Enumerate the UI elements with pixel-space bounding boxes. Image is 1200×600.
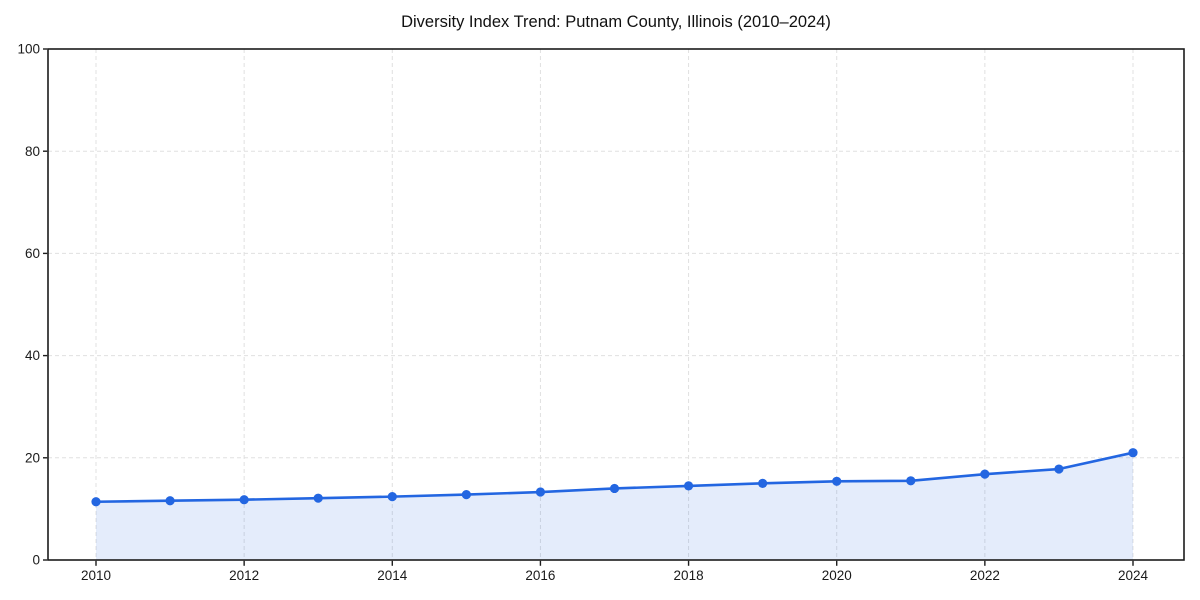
plot-frame: [47, 48, 1185, 561]
x-tick-label-2012: 2012: [229, 568, 259, 583]
y-tick-label-80: 80: [25, 144, 40, 159]
data-point-2016: [535, 487, 546, 497]
x-tick-label-2016: 2016: [525, 568, 555, 583]
data-point-2017: [609, 483, 620, 494]
data-point-2012: [239, 495, 249, 505]
data-point-2018: [683, 481, 694, 491]
data-point-2014: [387, 492, 397, 502]
area-fill: [96, 452, 1133, 560]
data-point-2011: [165, 496, 175, 506]
data-point-2023: [1054, 464, 1064, 474]
y-tick-label-0: 0: [32, 553, 40, 568]
data-point-2013: [313, 493, 323, 503]
data-point-2022: [980, 469, 990, 479]
data-point-2021: [906, 476, 916, 486]
axes: 2010 2012 2014 2016 2018 2020 2022 2024 0 20 40 60 8…: [17, 42, 1185, 583]
x-tick-label-2018: 2018: [674, 568, 704, 583]
data-point-2024: [1128, 448, 1138, 458]
data-point-2019: [758, 478, 768, 488]
x-tick-label-2024: 2024: [1118, 568, 1149, 583]
x-tick-label-2020: 2020: [822, 568, 852, 583]
data-point-2015: [461, 489, 471, 500]
x-tick-label-2022: 2022: [970, 568, 1000, 583]
y-tick-label-100: 100: [17, 42, 40, 57]
chart-title: Diversity Index Trend: Putnam County, Il…: [401, 13, 831, 31]
data-point-2020: [832, 476, 842, 486]
data-point-2010: [91, 497, 101, 507]
y-tick-label-40: 40: [25, 348, 40, 363]
series-layer: [91, 448, 1138, 560]
x-tick-label-2010: 2010: [81, 568, 111, 583]
gridlines: [48, 49, 1184, 560]
y-tick-label-60: 60: [25, 246, 40, 261]
y-tick-label-20: 20: [25, 450, 40, 465]
x-tick-label-2014: 2014: [377, 568, 408, 583]
